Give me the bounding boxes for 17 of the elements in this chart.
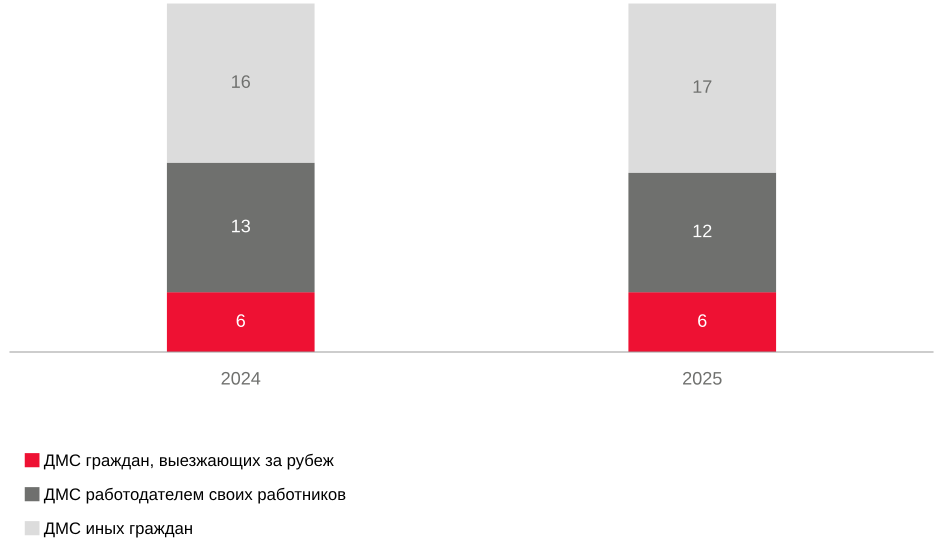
- legend-label: ДМС граждан, выезжающих за рубеж: [44, 454, 334, 470]
- bar: [628, 172, 776, 292]
- legend-label: ДМС иных граждан: [44, 522, 192, 538]
- data-label: 6: [698, 314, 706, 327]
- data-label: 16: [232, 75, 250, 88]
- data-label: 17: [694, 80, 712, 93]
- data-label: 12: [694, 224, 712, 238]
- x-tick-label: 2025: [683, 372, 722, 385]
- legend-label: ДМС работодателем своих работников: [44, 488, 346, 504]
- bar: [628, 292, 776, 352]
- bar: [166, 292, 315, 352]
- data-label: 13: [232, 220, 250, 232]
- bar: [166, 162, 315, 292]
- data-label: 6: [236, 314, 245, 327]
- bar: [166, 3, 315, 163]
- bar: [628, 3, 776, 173]
- x-tick-label: 2024: [222, 372, 260, 385]
